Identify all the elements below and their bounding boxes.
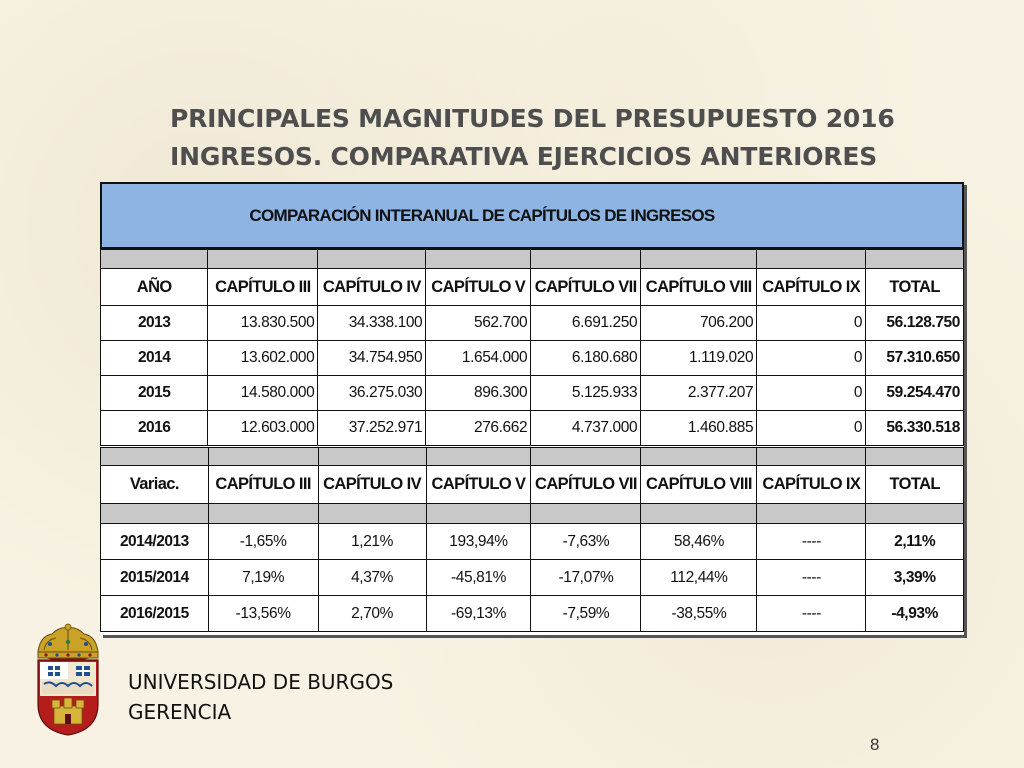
column-header: CAPÍTULO IV xyxy=(317,465,427,504)
column-header: TOTAL xyxy=(865,465,964,504)
table-cell: 0 xyxy=(756,375,867,411)
column-header: CAPÍTULO VII xyxy=(530,465,642,504)
table-row: 2015/2014 7,19% 4,37% -45,81% -17,07% 11… xyxy=(100,559,964,596)
title-line-2: INGRESOS. COMPARATIVA EJERCICIOS ANTERIO… xyxy=(170,142,878,171)
year-cell: 2015 xyxy=(99,375,209,411)
variations-table: Variac. CAPÍTULO III CAPÍTULO IV CAPÍTUL… xyxy=(100,447,964,632)
separator-row xyxy=(100,447,964,466)
column-header: CAPÍTULO IX xyxy=(756,465,867,504)
income-comparison-table: COMPARACIÓN INTERANUAL DE CAPÍTULOS DE I… xyxy=(99,182,964,635)
table-cell: ---- xyxy=(756,523,867,560)
column-header: AÑO xyxy=(99,268,209,306)
period-cell: 2015/2014 xyxy=(100,559,209,596)
amounts-header-row: AÑO CAPÍTULO III CAPÍTULO IV CAPÍTULO V … xyxy=(99,268,964,306)
column-header: CAPÍTULO VIII xyxy=(640,465,758,504)
table-row: 2015 14.580.000 36.275.030 896.300 5.125… xyxy=(99,375,964,411)
table-cell: 4,37% xyxy=(317,559,427,596)
period-cell: 2014/2013 xyxy=(100,523,209,560)
column-header: CAPÍTULO V xyxy=(425,268,532,306)
table-cell: 1.654.000 xyxy=(425,340,532,376)
table-row: 2014/2013 -1,65% 1,21% 193,94% -7,63% 58… xyxy=(100,523,964,560)
table-heading: COMPARACIÓN INTERANUAL DE CAPÍTULOS DE I… xyxy=(100,182,964,249)
variations-header-row: Variac. CAPÍTULO III CAPÍTULO IV CAPÍTUL… xyxy=(100,465,964,504)
institution-footer: UNIVERSIDAD DE BURGOS GERENCIA xyxy=(128,667,393,727)
table-cell: -45,81% xyxy=(425,559,532,596)
table-cell: 7,19% xyxy=(207,559,319,596)
total-cell: 56.128.750 xyxy=(865,305,964,341)
table-cell: 6.691.250 xyxy=(530,305,642,341)
column-header: CAPÍTULO IX xyxy=(756,268,867,306)
table-cell: 14.580.000 xyxy=(207,375,319,411)
separator-row xyxy=(100,503,964,524)
table-cell: 13.602.000 xyxy=(207,340,319,376)
table-cell: 2.377.207 xyxy=(640,375,758,411)
column-header: CAPÍTULO V xyxy=(425,465,532,504)
table-cell: ---- xyxy=(756,559,867,596)
column-header: CAPÍTULO VIII xyxy=(640,268,758,306)
table-cell: 34.754.950 xyxy=(317,340,427,376)
total-cell: 2,11% xyxy=(865,523,964,560)
department-name: GERENCIA xyxy=(128,700,232,724)
table-cell: 706.200 xyxy=(640,305,758,341)
column-header: CAPÍTULO III xyxy=(207,268,319,306)
total-cell: 3,39% xyxy=(865,559,964,596)
total-cell: 57.310.650 xyxy=(865,340,964,376)
year-cell: 2016 xyxy=(99,410,209,446)
table-cell: 896.300 xyxy=(425,375,532,411)
table-row: 2016/2015 -13,56% 2,70% -69,13% -7,59% -… xyxy=(100,595,964,632)
table-cell: 13.830.500 xyxy=(207,305,319,341)
table-cell: -7,63% xyxy=(530,523,642,560)
title-line-1: PRINCIPALES MAGNITUDES DEL PRESUPUESTO 2… xyxy=(170,104,895,133)
table-row: 2014 13.602.000 34.754.950 1.654.000 6.1… xyxy=(99,340,964,376)
separator-row xyxy=(99,249,964,269)
university-crest-icon xyxy=(37,623,99,736)
table-cell: 34.338.100 xyxy=(317,305,427,341)
amounts-table: AÑO CAPÍTULO III CAPÍTULO IV CAPÍTULO V … xyxy=(99,249,964,446)
total-cell: -4,93% xyxy=(865,595,964,632)
table-cell: 58,46% xyxy=(640,523,758,560)
table-cell: 1.460.885 xyxy=(640,410,758,446)
year-cell: 2014 xyxy=(99,340,209,376)
table-cell: 562.700 xyxy=(425,305,532,341)
total-cell: 56.330.518 xyxy=(865,410,964,446)
table-cell: 112,44% xyxy=(640,559,758,596)
table-cell: -1,65% xyxy=(207,523,319,560)
page-number: 8 xyxy=(870,735,880,754)
table-cell: 12.603.000 xyxy=(207,410,319,446)
column-header: CAPÍTULO IV xyxy=(317,268,427,306)
table-cell: 1.119.020 xyxy=(640,340,758,376)
table-cell: 0 xyxy=(756,340,867,376)
year-cell: 2013 xyxy=(99,305,209,341)
table-cell: -13,56% xyxy=(207,595,319,632)
table-cell: 193,94% xyxy=(425,523,532,560)
table-cell: 6.180.680 xyxy=(530,340,642,376)
column-header: Variac. xyxy=(100,465,209,504)
table-cell: 276.662 xyxy=(425,410,532,446)
total-cell: 59.254.470 xyxy=(865,375,964,411)
crown-icon xyxy=(37,623,99,661)
shield-icon xyxy=(37,659,99,736)
table-row: 2016 12.603.000 37.252.971 276.662 4.737… xyxy=(99,410,964,446)
table-cell: 37.252.971 xyxy=(317,410,427,446)
table-cell: 2,70% xyxy=(317,595,427,632)
table-cell: -7,59% xyxy=(530,595,642,632)
column-header: CAPÍTULO III xyxy=(207,465,319,504)
table-cell: -38,55% xyxy=(640,595,758,632)
slide-title: PRINCIPALES MAGNITUDES DEL PRESUPUESTO 2… xyxy=(170,100,930,176)
table-cell: -17,07% xyxy=(530,559,642,596)
table-cell: 36.275.030 xyxy=(317,375,427,411)
table-cell: 0 xyxy=(756,410,867,446)
university-name: UNIVERSIDAD DE BURGOS xyxy=(128,670,394,694)
table-cell: 1,21% xyxy=(317,523,427,560)
table-cell: 0 xyxy=(756,305,867,341)
table-cell: 4.737.000 xyxy=(530,410,642,446)
table-cell: ---- xyxy=(756,595,867,632)
table-row: 2013 13.830.500 34.338.100 562.700 6.691… xyxy=(99,305,964,341)
table-cell: 5.125.933 xyxy=(530,375,642,411)
table-cell: -69,13% xyxy=(425,595,532,632)
column-header: CAPÍTULO VII xyxy=(530,268,642,306)
column-header: TOTAL xyxy=(865,268,964,306)
period-cell: 2016/2015 xyxy=(100,595,209,632)
